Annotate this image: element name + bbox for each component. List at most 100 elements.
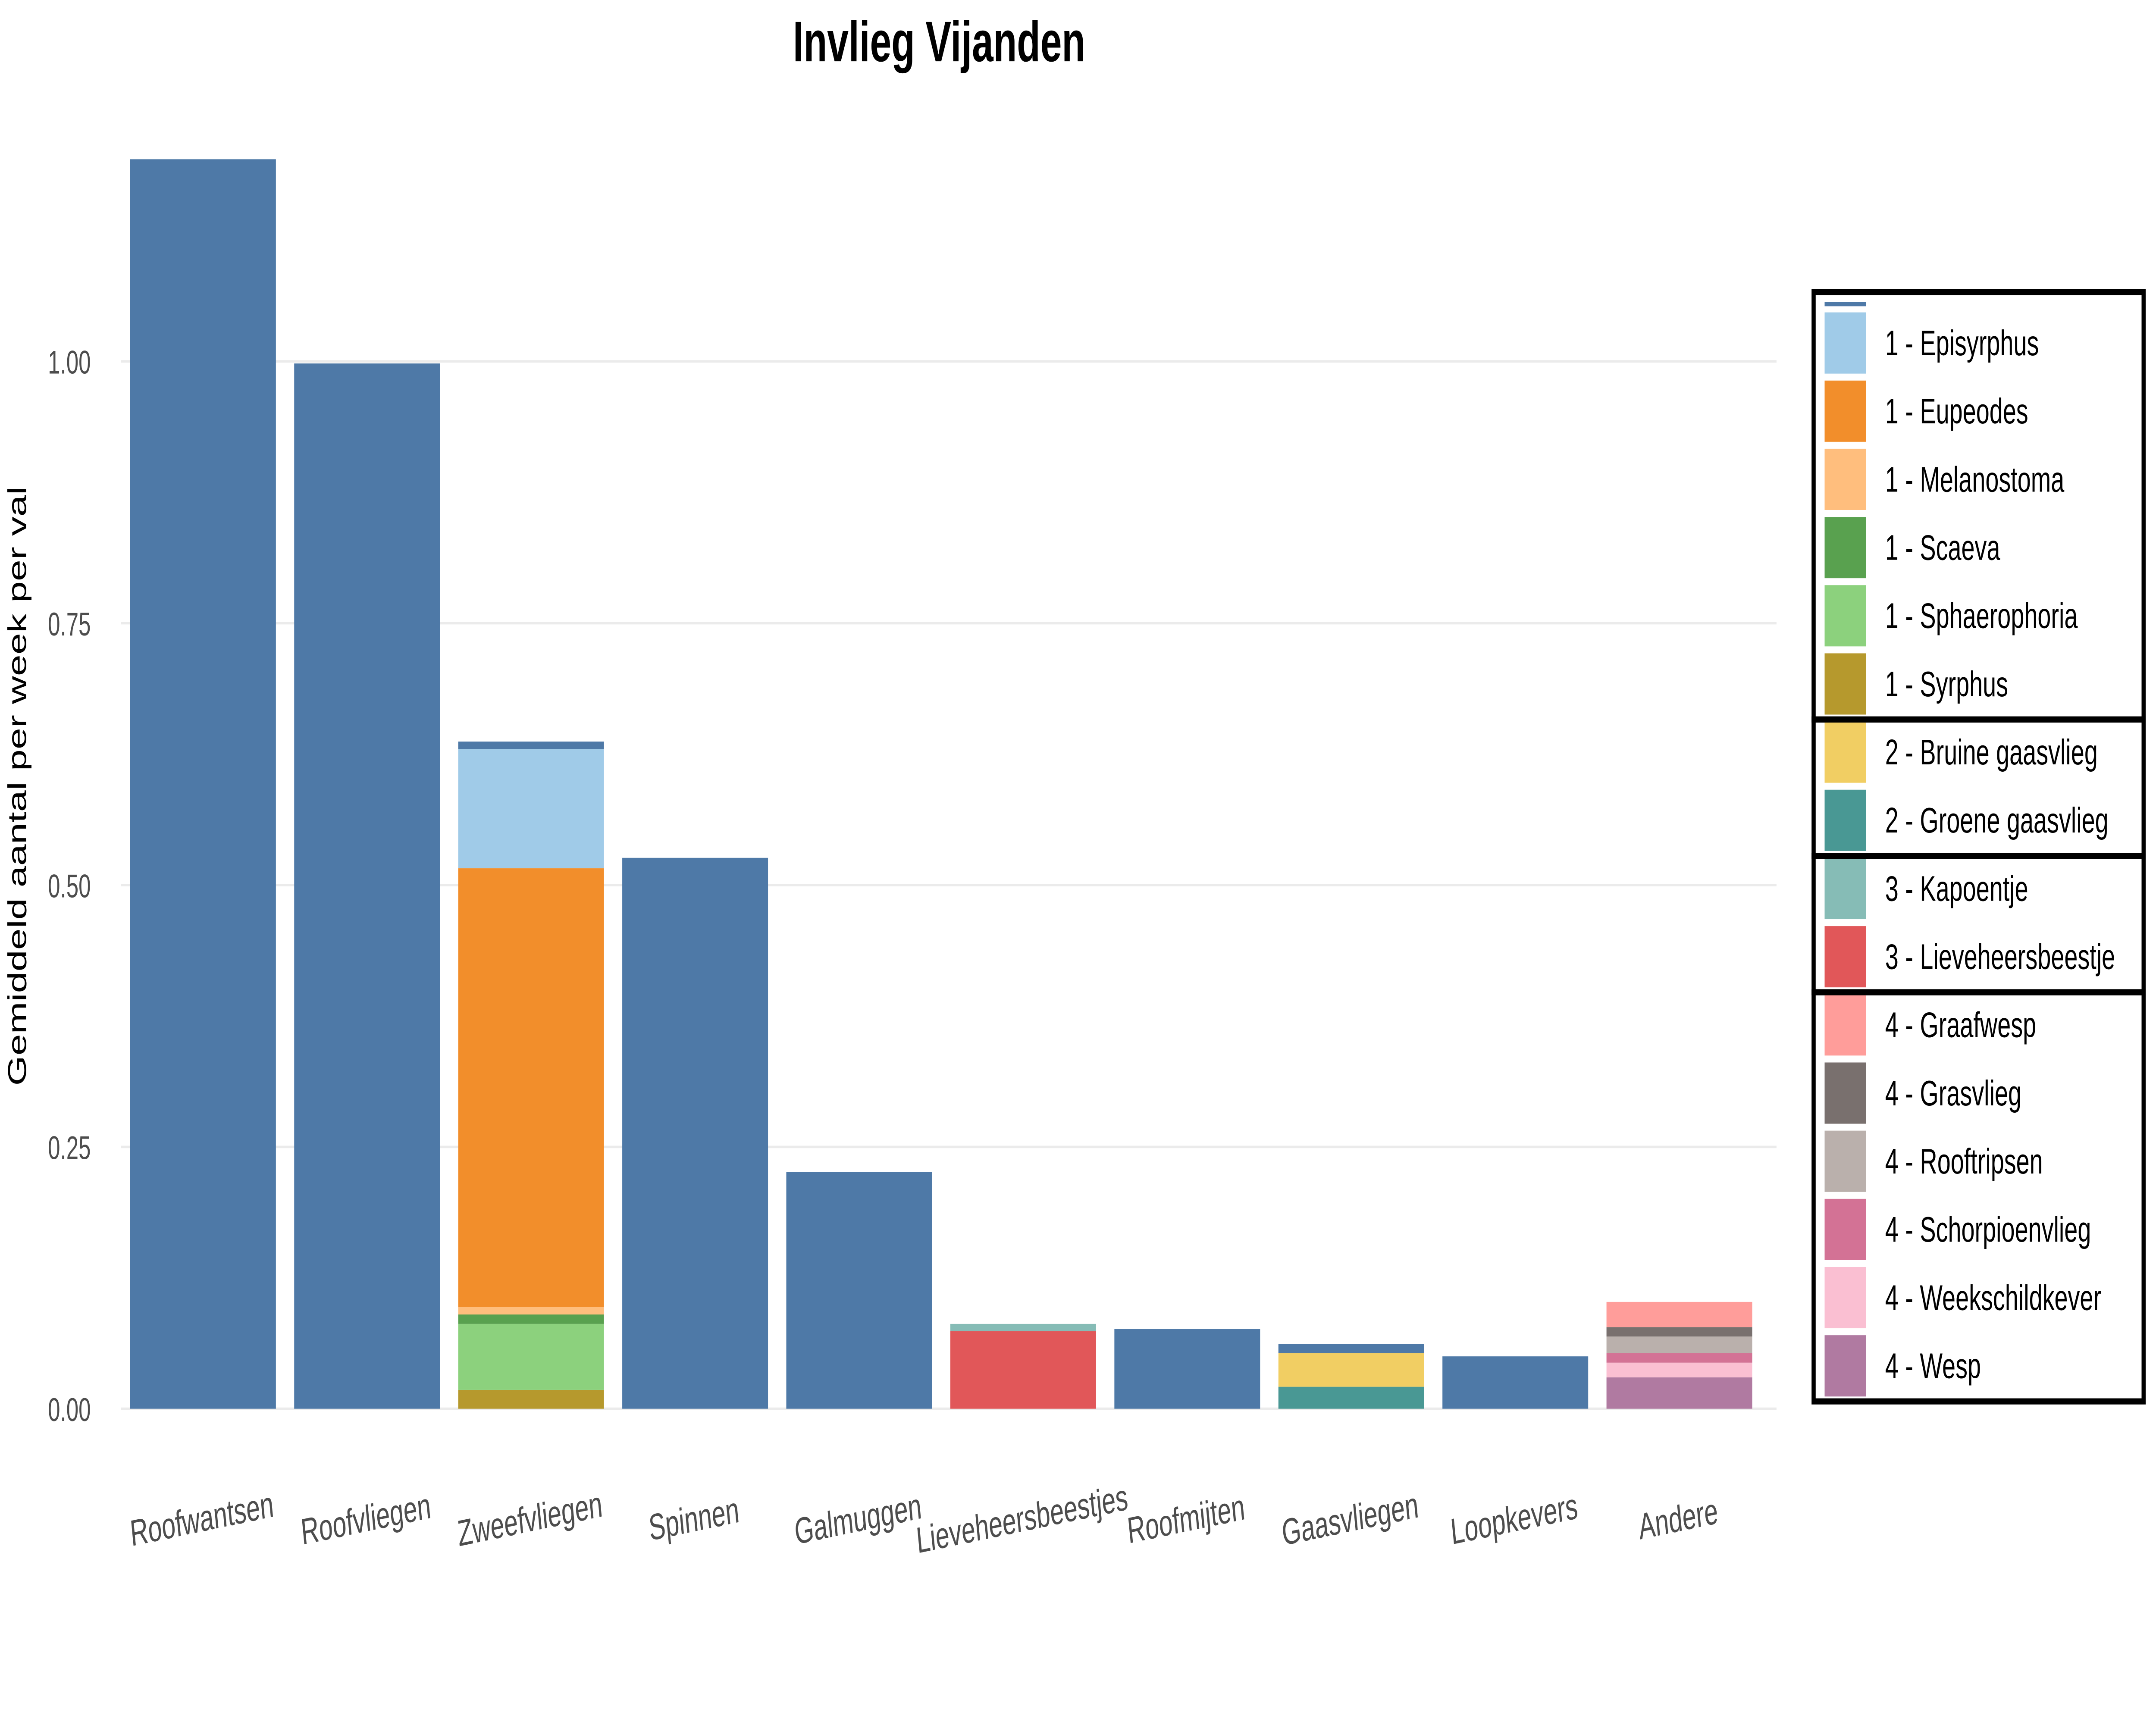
legend-label: 4 - Schorpioenvlieg xyxy=(1885,1209,2091,1249)
legend-item: 1 - Syrphus xyxy=(1824,653,2008,715)
legend-swatch xyxy=(1824,380,1866,442)
x-tick-label: Andere xyxy=(1637,1490,1720,1547)
x-tick-label: Roofvliegen xyxy=(299,1485,432,1553)
legend-item: 3 - Lieveheersbeestje xyxy=(1824,926,2115,988)
x-tick-label: Gaasvliegen xyxy=(1280,1484,1420,1553)
bar-segment xyxy=(458,749,604,869)
bar-segment xyxy=(622,858,768,1409)
legend-item: 1 - Sphaerophoria xyxy=(1824,585,2078,647)
legend-swatch xyxy=(1824,302,1866,307)
bar-segment xyxy=(950,1331,1096,1409)
x-tick-label: Lieveheersbeestjes xyxy=(915,1477,1130,1561)
bar-segment xyxy=(1606,1377,1752,1409)
legend-item: 1 - Eupeodes xyxy=(1824,380,2028,442)
legend-item: 4 - Wesp xyxy=(1824,1335,1981,1397)
legend-item: 2 - Bruine gaasvlieg xyxy=(1824,721,2098,783)
legend-label: 1 - Sphaerophoria xyxy=(1885,596,2078,636)
bar-segment xyxy=(950,1324,1096,1331)
legend-swatch xyxy=(1824,1130,1866,1192)
y-tick-label: 0.75 xyxy=(48,606,91,642)
bar-segment xyxy=(1278,1386,1424,1409)
legend-item: 3 - Kapoentje xyxy=(1824,858,2028,920)
bar-segment xyxy=(458,742,604,749)
bars xyxy=(130,159,1752,1409)
y-tick-label: 1.00 xyxy=(48,344,91,381)
y-tick-label: 0.50 xyxy=(48,868,91,904)
legend-item: 4 - Grasvlieg xyxy=(1824,1062,2021,1124)
legend-swatch xyxy=(1824,585,1866,647)
y-axis-ticks: 0.00 0.25 0.50 0.75 1.00 xyxy=(48,344,91,1428)
legend-swatch xyxy=(1824,1335,1866,1397)
y-axis-label: Gemiddeld aantal per week per val xyxy=(3,486,32,1086)
bar-stack xyxy=(1114,1329,1260,1409)
legend-swatch xyxy=(1824,653,1866,715)
bar-segment xyxy=(458,1307,604,1314)
legend-label: 1 - Eupeodes xyxy=(1885,391,2028,431)
legend-group-box xyxy=(1811,989,2146,1405)
bar-stack xyxy=(1278,1344,1424,1409)
legend-label: 3 - Lieveheersbeestje xyxy=(1885,936,2115,976)
bar-segment xyxy=(294,363,440,1409)
x-tick-label: Roofmijten xyxy=(1125,1487,1247,1552)
bar-segment xyxy=(458,1314,604,1324)
bar-segment xyxy=(1278,1344,1424,1353)
legend-swatch xyxy=(1824,858,1866,920)
bar-stack xyxy=(130,159,276,1409)
legend-label: 4 - Graafwesp xyxy=(1885,1005,2036,1045)
legend-label: 4 - Rooftripsen xyxy=(1885,1141,2043,1181)
bar-segment xyxy=(1278,1353,1424,1387)
bar-stack xyxy=(1442,1356,1589,1409)
bar-segment xyxy=(1442,1356,1589,1409)
y-tick-label: 0.25 xyxy=(48,1130,91,1166)
x-axis-ticks: Roofwantsen Roofvliegen Zweefvliegen Spinne… xyxy=(128,1477,1720,1561)
legend-item: 4 - Schorpioenvlieg xyxy=(1824,1199,2091,1260)
legend-swatch xyxy=(1824,994,1866,1056)
legend-item: 4 - Rooftripsen xyxy=(1824,1130,2043,1192)
bar-segment xyxy=(458,1324,604,1390)
bar-stack xyxy=(622,858,768,1409)
legend-item: 4 - Weekschildkever xyxy=(1824,1267,2101,1329)
x-tick-label: Loopkevers xyxy=(1449,1486,1579,1552)
legend-label: 1 - Episyrphus xyxy=(1885,323,2039,363)
bar-segment xyxy=(458,1390,604,1409)
bar-segment xyxy=(458,868,604,1307)
bar-stack xyxy=(294,363,440,1409)
legend-item: 2 - Groene gaasvlieg xyxy=(1824,789,2109,851)
legend-swatch xyxy=(1824,926,1866,988)
legend-label: 3 - Kapoentje xyxy=(1885,868,2028,908)
legend-item: 1 - Scaeva xyxy=(1824,517,2000,579)
legend-item: 1 - Melanostoma xyxy=(1824,448,2065,510)
chart-title: Invlieg Vijanden xyxy=(793,9,1085,73)
legend: 1 - Episyrphus 1 - Eupeodes 1 - Melanostom… xyxy=(1811,289,2146,1405)
legend-swatch xyxy=(1824,1267,1866,1329)
bar-stack xyxy=(1606,1302,1752,1409)
bar-stack xyxy=(950,1324,1096,1409)
bar-segment xyxy=(1606,1336,1752,1353)
legend-label: 4 - Grasvlieg xyxy=(1885,1073,2021,1113)
legend-swatch xyxy=(1824,1199,1866,1260)
x-tick-label: Roofwantsen xyxy=(128,1484,276,1554)
legend-label: 2 - Bruine gaasvlieg xyxy=(1885,732,2098,772)
bar-segment xyxy=(1606,1327,1752,1337)
legend-item: 1 - Episyrphus xyxy=(1824,312,2039,374)
bar-segment xyxy=(786,1172,932,1409)
legend-label: 1 - Scaeva xyxy=(1885,527,2000,567)
legend-swatch xyxy=(1824,448,1866,510)
legend-label: 1 - Syrphus xyxy=(1885,664,2008,704)
legend-swatch xyxy=(1824,1062,1866,1124)
legend-label: 4 - Wesp xyxy=(1885,1346,1981,1386)
legend-label: 4 - Weekschildkever xyxy=(1885,1277,2101,1318)
bar-stack xyxy=(458,742,604,1409)
y-tick-label: 0.00 xyxy=(48,1392,91,1428)
x-tick-label: Galmuggen xyxy=(793,1486,923,1552)
x-tick-label: Spinnen xyxy=(647,1490,741,1549)
x-tick-label: Zweefvliegen xyxy=(456,1483,604,1554)
legend-swatch xyxy=(1824,312,1866,374)
legend-swatch xyxy=(1824,789,1866,851)
bar-segment xyxy=(1606,1362,1752,1377)
legend-label: 1 - Melanostoma xyxy=(1885,459,2065,499)
bar-segment xyxy=(1114,1329,1260,1409)
legend-swatch xyxy=(1824,721,1866,783)
legend-label: 2 - Groene gaasvlieg xyxy=(1885,800,2109,840)
